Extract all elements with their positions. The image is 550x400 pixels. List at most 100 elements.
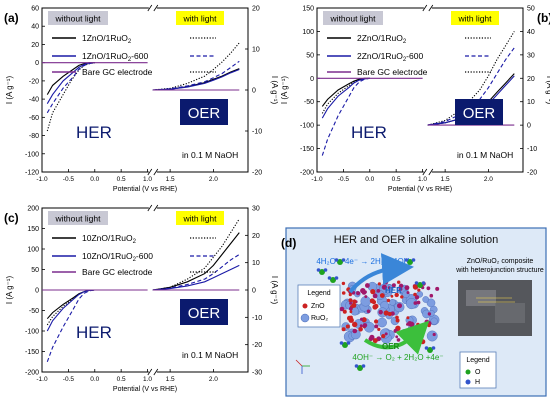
water-molecule-icon (354, 364, 359, 368)
y-right-axis-label: I (A g⁻¹) (545, 76, 550, 105)
zno-particle (341, 291, 346, 295)
axis-break-mask (423, 5, 432, 11)
zno-particle (395, 335, 399, 339)
y-right-axis-label: I (A g⁻¹) (270, 76, 279, 105)
legend-ruo2-label: RuO₂ (311, 315, 328, 322)
zno-particle (426, 286, 431, 291)
y-left-tick-label: -100 (300, 123, 314, 130)
y-left-tick-label: 60 (31, 6, 39, 13)
zno-particle (339, 306, 345, 312)
zno-particle (387, 286, 391, 289)
water-molecule-icon (417, 282, 423, 288)
zno-particle (374, 324, 379, 329)
her-series-line (46, 289, 95, 332)
zno-particle (393, 328, 398, 333)
zno-particle (417, 288, 421, 292)
chart-panel-a: (a)-120-100-80-60-40-200204060-20-100102… (4, 4, 279, 193)
legend-with-light-label: with light (457, 14, 492, 24)
x-tick-label: -0.5 (63, 176, 75, 183)
legend-with-light-badge (176, 11, 224, 25)
water-molecule-icon (411, 258, 416, 262)
water-molecule-icon (323, 268, 328, 272)
electrolyte-label: in 0.1 M NaOH (457, 150, 513, 160)
zno-particle (381, 284, 387, 290)
zno-particle (413, 292, 417, 297)
y-right-tick-label: 10 (527, 99, 535, 106)
oer-label-box (455, 99, 503, 125)
zno-particle (341, 327, 346, 332)
zno-particle (416, 300, 421, 305)
legend-h-label: H (475, 379, 480, 386)
oer-series-line (427, 31, 515, 126)
y-left-axis-label: I (A g⁻¹) (280, 76, 289, 105)
zno-particle (352, 299, 357, 304)
zno-particle (377, 327, 381, 331)
water-molecule-icon (404, 258, 409, 262)
legend-o-h-title: Legend (466, 357, 489, 364)
zno-particle (404, 335, 408, 339)
legend-with-light-label: with light (182, 214, 217, 224)
water-molecule-icon (414, 281, 419, 285)
her-label: HER (76, 123, 112, 142)
y-right-tick-label: 50 (527, 6, 535, 13)
y-right-tick-label: -10 (252, 129, 262, 136)
composite-label-line1: ZnO/RuO₂ composite (467, 258, 534, 265)
y-right-tick-label: 30 (252, 206, 260, 213)
y-left-tick-label: 40 (31, 24, 39, 31)
water-molecule-icon (346, 341, 351, 345)
composite-label-line2: with heterojunction structure (455, 267, 544, 274)
panel-d-label: (d) (281, 236, 296, 250)
ruo2-particle (377, 317, 387, 328)
legend-with-light-badge (176, 211, 224, 225)
her-series-line (321, 77, 370, 156)
x-axis-label: Potential (V vs RHE) (113, 386, 177, 393)
zno-particle (348, 317, 354, 323)
y-right-tick-label: 0 (527, 123, 531, 130)
y-left-axis-label: I (A g⁻¹) (5, 76, 14, 105)
zno-particle (414, 295, 420, 300)
ruo2-particle (422, 296, 430, 303)
y-right-tick-label: -30 (252, 370, 262, 377)
zno-particle (376, 289, 381, 293)
oer-series-line (152, 264, 240, 291)
water-molecule-icon (319, 269, 325, 275)
zno-particle (399, 287, 403, 291)
legend-entry-label: Bare GC electrode (82, 267, 153, 277)
x-tick-label: 1.5 (166, 376, 175, 383)
zno-particle (360, 317, 364, 321)
axis-break-mask (148, 205, 157, 211)
y-left-tick-label: 0 (310, 76, 314, 83)
panel-d-title: HER and OER in alkaline solution (334, 234, 498, 246)
panel-label: (a) (4, 11, 19, 25)
y-right-tick-label: 10 (252, 47, 260, 54)
x-tick-label: 0.0 (90, 376, 99, 383)
water-molecule-icon (361, 364, 366, 368)
axis-break-mask (148, 369, 157, 375)
y-left-tick-label: 200 (27, 206, 39, 213)
water-molecule-icon (421, 281, 426, 285)
y-left-tick-label: -40 (29, 97, 39, 104)
legend-without-light-label: without light (55, 14, 102, 24)
zno-particle (356, 291, 361, 296)
zno-particle (386, 298, 391, 303)
x-tick-label: -1.0 (36, 176, 48, 183)
legend-with-light-label: with light (182, 14, 217, 24)
her-label: HER (76, 323, 112, 342)
x-tick-label: -1.0 (311, 176, 323, 183)
axis-break-mask (423, 169, 432, 175)
legend-zno-label: ZnO (311, 303, 325, 310)
zno-particle (406, 291, 410, 295)
ruo2-marker-icon (300, 313, 310, 323)
chart-panel-b: (b)-200-150-100-50050100150-20-100102030… (280, 4, 550, 193)
water-molecule-icon (431, 346, 436, 350)
zno-particle (384, 332, 388, 336)
zno-particle (413, 301, 418, 305)
x-tick-label: 1.0 (143, 376, 152, 383)
y-right-tick-label: 10 (252, 260, 260, 267)
y-right-tick-label: 20 (252, 233, 260, 240)
her-arrow-label: HER (385, 286, 402, 295)
axis-break-mask (148, 169, 157, 175)
axis-break-mark (422, 4, 428, 12)
zno-particle (378, 309, 383, 315)
her-series-line (321, 77, 370, 119)
